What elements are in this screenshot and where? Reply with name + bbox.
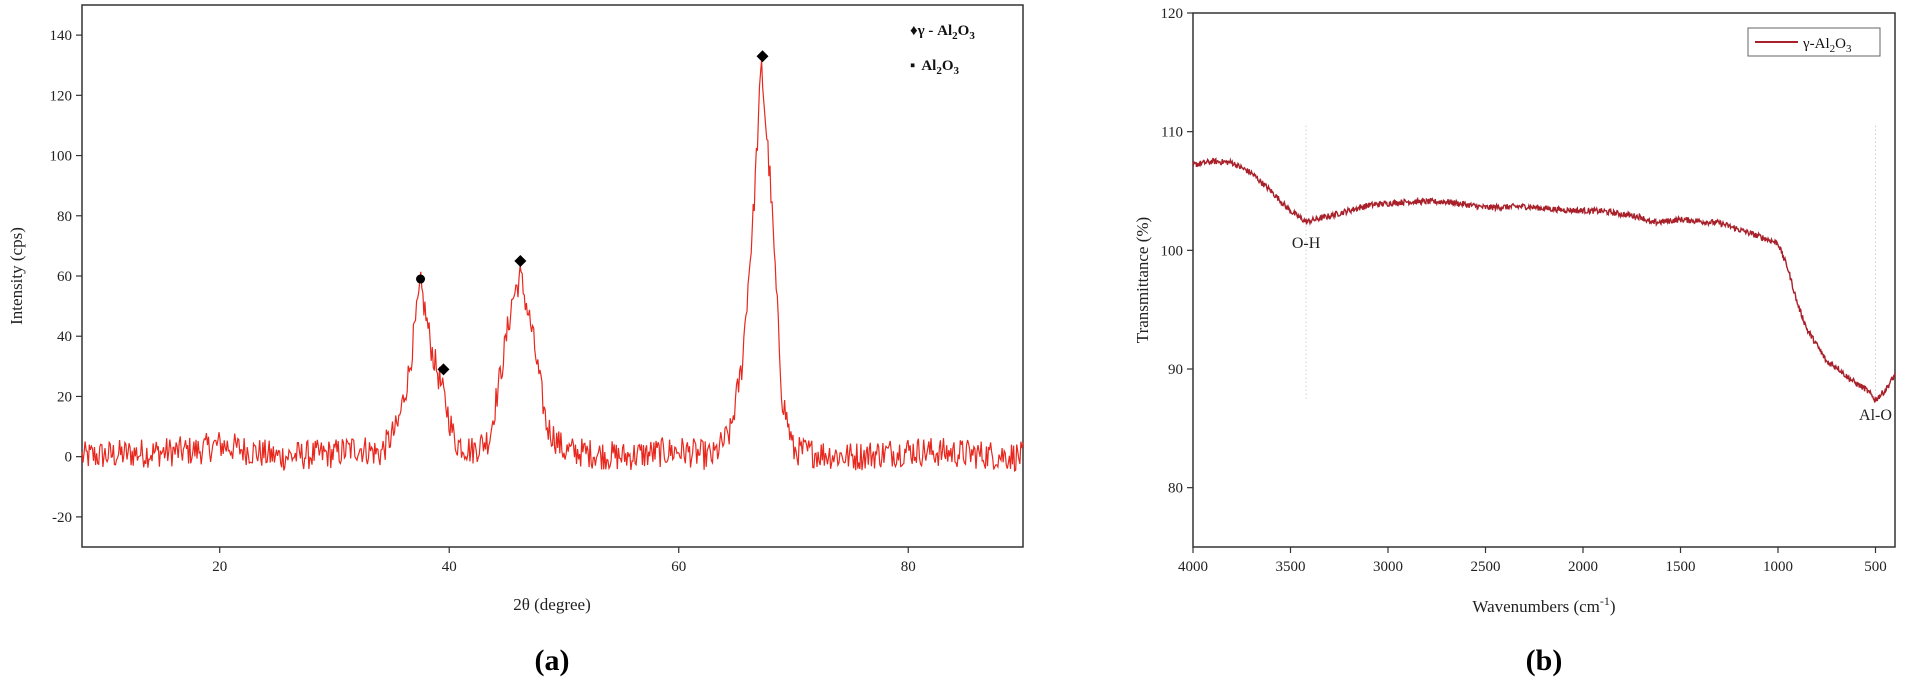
chart-panel-b: 4000 3500 3000 2500 2000 1500 1000 500 80 90 100 11… bbox=[1133, 6, 1896, 677]
a-ytick-label-3: 40 bbox=[57, 329, 72, 345]
panel-label-a: (a) bbox=[535, 644, 570, 677]
band-label-1: Al-O bbox=[1859, 407, 1892, 424]
b-ytick-label-1: 90 bbox=[1168, 362, 1183, 378]
series-line-a bbox=[81, 60, 1024, 472]
a-xtick-label-3: 80 bbox=[901, 559, 916, 575]
reference-lines-b bbox=[1305, 125, 1876, 399]
a-ytick-label-8: 140 bbox=[50, 28, 73, 44]
legend-a-entry-1-sub1: 2 bbox=[952, 30, 958, 42]
plot-frame-a bbox=[81, 4, 1024, 548]
band-annotations-b: O-H Al-O bbox=[1292, 235, 1892, 424]
b-xtick-label-2: 3000 bbox=[1373, 559, 1403, 575]
b-xtick-label-7: 500 bbox=[1864, 559, 1887, 575]
peak-markers-a bbox=[416, 50, 769, 376]
legend-a-entry-1-symbol: ♦ bbox=[910, 23, 918, 39]
legend-a-entry-2-symbol: ▪ bbox=[910, 58, 915, 74]
legend-b-entry: γ-Al2O3 bbox=[1802, 36, 1852, 55]
b-xtick-label-4: 2000 bbox=[1568, 559, 1598, 575]
b-ytick-label-0: 80 bbox=[1168, 481, 1183, 497]
legend-a-entry-1: ♦γ - Al2O3 bbox=[910, 23, 975, 42]
x-axis-title-b-main: Wavenumbers (cm bbox=[1472, 597, 1600, 616]
peak-marker-diamond-2 bbox=[514, 254, 527, 267]
axis-ticks-b: 4000 3500 3000 2500 2000 1500 1000 500 80 90 100 11… bbox=[1161, 6, 1887, 575]
peak-marker-diamond-3 bbox=[756, 50, 769, 63]
b-ytick-label-4: 120 bbox=[1161, 6, 1184, 22]
series-line-b bbox=[1192, 157, 1896, 404]
a-ytick-label-1: 0 bbox=[65, 450, 73, 466]
a-xtick-label-0: 20 bbox=[212, 559, 227, 575]
band-label-0: O-H bbox=[1292, 235, 1321, 252]
legend-a-entry-2-sub2: 3 bbox=[954, 65, 960, 77]
legend-b-text2: O bbox=[1835, 36, 1846, 52]
y-axis-title-b: Transmittance (%) bbox=[1133, 217, 1152, 343]
legend-a-entry-2-text2: O bbox=[942, 58, 954, 74]
x-axis-title-b-sup: -1 bbox=[1600, 594, 1610, 608]
peak-marker-diamond-1 bbox=[437, 363, 450, 376]
y-axis-title-a: Intensity (cps) bbox=[7, 227, 26, 325]
x-axis-title-b-close: ) bbox=[1610, 597, 1616, 616]
legend-b: γ-Al2O3 bbox=[1747, 27, 1881, 57]
x-axis-title-a: 2θ (degree) bbox=[513, 595, 591, 614]
axis-ticks-a: 20 40 60 80 -20 0 20 40 60 80 100 120 140 bbox=[50, 28, 916, 575]
x-axis-title-b: Wavenumbers (cm-1) bbox=[1472, 594, 1615, 616]
legend-a-entry-2: ▪ Al2O3 bbox=[910, 58, 960, 77]
legend-b-sub1: 2 bbox=[1830, 43, 1836, 55]
a-ytick-label-4: 60 bbox=[57, 269, 72, 285]
legend-a-entry-1-text2: O bbox=[958, 23, 970, 39]
peak-marker-circle-0 bbox=[416, 274, 426, 284]
a-xtick-label-2: 60 bbox=[671, 559, 686, 575]
a-ytick-label-0: -20 bbox=[52, 510, 72, 526]
panel-label-b: (b) bbox=[1526, 644, 1563, 677]
a-xtick-label-1: 40 bbox=[442, 559, 457, 575]
b-xtick-label-1: 3500 bbox=[1276, 559, 1306, 575]
legend-a-entry-2-text: Al bbox=[921, 58, 936, 74]
legend-a-entry-1-text: γ - Al bbox=[917, 23, 953, 39]
plot-frame-b bbox=[1192, 12, 1896, 548]
b-series-path bbox=[1192, 157, 1896, 404]
a-ytick-label-5: 80 bbox=[57, 209, 72, 225]
b-ytick-label-2: 100 bbox=[1161, 243, 1184, 259]
legend-b-sub2: 3 bbox=[1846, 43, 1852, 55]
b-xtick-label-0: 4000 bbox=[1178, 559, 1208, 575]
legend-a-entry-1-sub2: 3 bbox=[969, 30, 975, 42]
b-ytick-label-3: 110 bbox=[1161, 125, 1183, 141]
b-xtick-label-6: 1000 bbox=[1763, 559, 1793, 575]
a-ytick-label-7: 120 bbox=[50, 88, 73, 104]
b-xtick-label-5: 1500 bbox=[1666, 559, 1696, 575]
b-xtick-label-3: 2500 bbox=[1471, 559, 1501, 575]
a-ytick-label-2: 20 bbox=[57, 389, 72, 405]
a-ytick-label-6: 100 bbox=[50, 149, 73, 165]
legend-b-text: γ-Al bbox=[1802, 36, 1830, 52]
legend-a: ♦γ - Al2O3 ▪ Al2O3 bbox=[910, 23, 975, 77]
a-series-path bbox=[81, 60, 1024, 472]
legend-a-entry-2-sub1: 2 bbox=[936, 65, 942, 77]
